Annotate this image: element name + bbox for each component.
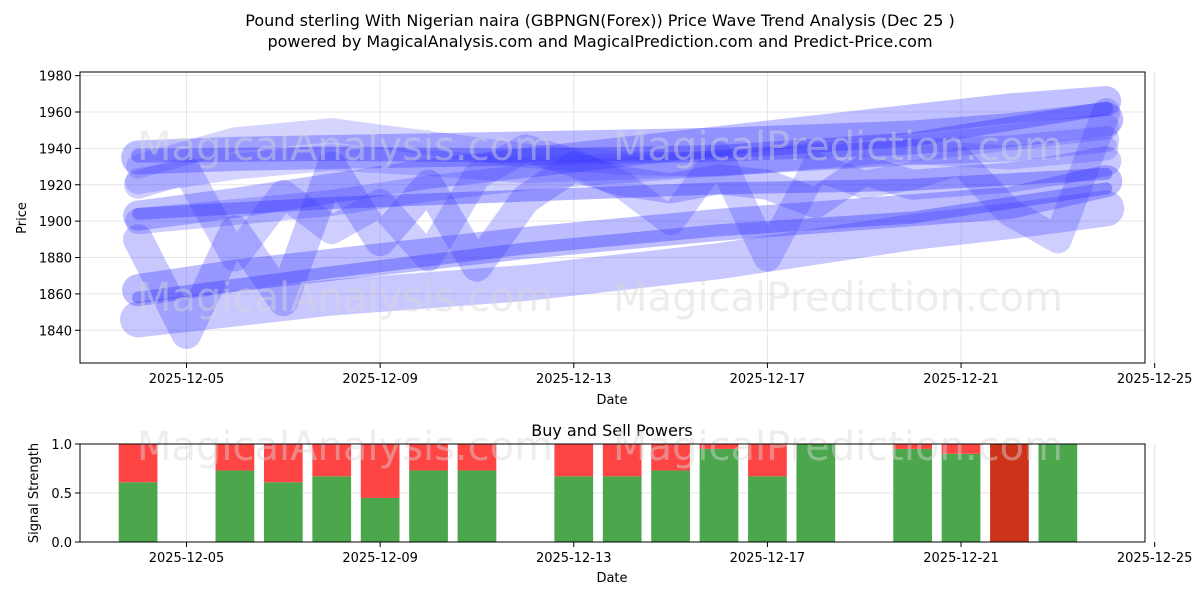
wave-series-wave-8	[126, 118, 1119, 179]
bottom-y-tick-label: 0.0	[51, 536, 72, 551]
sell-bar	[990, 444, 1029, 542]
sell-bar	[457, 444, 497, 471]
sell-bar	[312, 444, 352, 477]
buy-bar	[651, 470, 690, 542]
watermark-analysis-bottom: MagicalAnalysis.com	[137, 424, 553, 470]
chart-title-line2: powered by MagicalAnalysis.com and Magic…	[267, 32, 932, 51]
top-x-tick-label: 2025-12-21	[923, 372, 999, 387]
buy-bar	[941, 453, 981, 542]
wave-series-wave-9	[125, 113, 1120, 195]
bottom-axis-ticks: 2025-12-05 2025-12-09 2025-12-13 2025-12-17…	[51, 438, 1192, 566]
bottom-y-tick-label: 0.5	[51, 487, 72, 502]
buy-bar	[699, 448, 739, 542]
top-y-tick-label: 1880	[39, 252, 72, 267]
top-watermarks: MagicalAnalysis.com MagicalPrediction.co…	[137, 124, 1063, 321]
wave-series-wave-10	[131, 101, 1114, 163]
watermark-prediction-bottom: MagicalPrediction.com	[613, 424, 1063, 470]
sell-bar	[360, 444, 400, 498]
sell-bar	[409, 444, 448, 471]
buy-bar	[263, 482, 303, 542]
bottom-x-axis-label: Date	[596, 571, 627, 586]
buy-bar	[554, 476, 594, 542]
top-y-tick-label: 1900	[39, 215, 72, 230]
sell-bar	[602, 444, 642, 477]
top-grid	[80, 72, 1156, 363]
top-y-tick-label: 1980	[39, 70, 72, 85]
wave-series-wave-5	[123, 146, 1122, 349]
top-y-tick-label: 1920	[39, 179, 72, 194]
wave-series-wave-11	[132, 182, 1113, 304]
top-x-tick-label: 2025-12-17	[730, 372, 806, 387]
watermark-prediction-top: MagicalPrediction.com	[613, 124, 1063, 170]
sell-bar	[118, 444, 158, 483]
top-waves	[120, 86, 1125, 349]
top-x-axis-label: Date	[596, 393, 627, 408]
sell-bar	[263, 444, 303, 483]
top-x-tick-label: 2025-12-05	[149, 372, 225, 387]
bottom-x-tick-label: 2025-12-21	[923, 551, 999, 566]
buy-bar	[409, 470, 448, 542]
bottom-chart-title: Buy and Sell Powers	[531, 421, 693, 440]
buy-bar	[748, 476, 787, 542]
wave-series-wave-3	[122, 165, 1123, 307]
buy-bar	[893, 448, 932, 542]
chart-title-line1: Pound sterling With Nigerian naira (GBPN…	[245, 11, 955, 30]
sell-bar	[748, 444, 787, 477]
bottom-x-tick-label: 2025-12-05	[149, 551, 225, 566]
top-x-tick-label: 2025-12-25	[1117, 372, 1193, 387]
buy-bar	[796, 444, 836, 542]
bottom-bars	[118, 444, 1078, 542]
buy-bar	[118, 482, 158, 542]
bottom-y-tick-label: 1.0	[51, 438, 72, 453]
top-y-tick-label: 1840	[39, 324, 72, 339]
wave-series-wave-7	[125, 126, 1120, 235]
top-x-tick-label: 2025-12-09	[342, 372, 418, 387]
top-y-tick-label: 1860	[39, 288, 72, 303]
buy-bar	[1038, 444, 1078, 542]
bottom-x-tick-label: 2025-12-09	[342, 551, 418, 566]
top-plot-frame	[79, 71, 1146, 364]
buy-bar	[602, 476, 642, 542]
wave-series-wave-1	[121, 102, 1124, 175]
sell-bar	[554, 444, 594, 477]
wave-series-wave-12	[132, 167, 1113, 220]
top-y-tick-label: 1940	[39, 142, 72, 157]
sell-bar	[215, 444, 255, 471]
sell-bar	[699, 444, 739, 449]
sell-bar	[893, 444, 932, 449]
top-x-tick-label: 2025-12-13	[536, 372, 612, 387]
watermark-analysis-top: MagicalAnalysis.com	[137, 124, 553, 170]
bottom-watermarks: MagicalAnalysis.com MagicalPrediction.co…	[137, 424, 1063, 470]
wave-series-wave-4	[120, 190, 1125, 338]
watermark-prediction-mid: MagicalPrediction.com	[613, 275, 1063, 321]
buy-bar	[457, 470, 497, 542]
buy-bar	[312, 476, 352, 542]
wave-series-wave-6	[124, 98, 1121, 272]
sell-bar	[941, 444, 981, 454]
bottom-x-tick-label: 2025-12-17	[730, 551, 806, 566]
bottom-y-axis-label: Signal Strength	[27, 443, 42, 543]
bottom-x-tick-label: 2025-12-25	[1117, 551, 1193, 566]
sell-bar	[651, 444, 690, 471]
top-y-tick-label: 1960	[39, 106, 72, 121]
wave-series-wave-2	[123, 86, 1122, 231]
top-axis-ticks: 2025-12-05 2025-12-09 2025-12-13 2025-12-17…	[39, 70, 1193, 387]
watermark-analysis-mid: MagicalAnalysis.com	[137, 275, 553, 321]
top-y-axis-label: Price	[15, 202, 30, 234]
bottom-x-tick-label: 2025-12-13	[536, 551, 612, 566]
buy-bar	[360, 497, 400, 542]
buy-bar	[215, 470, 255, 542]
